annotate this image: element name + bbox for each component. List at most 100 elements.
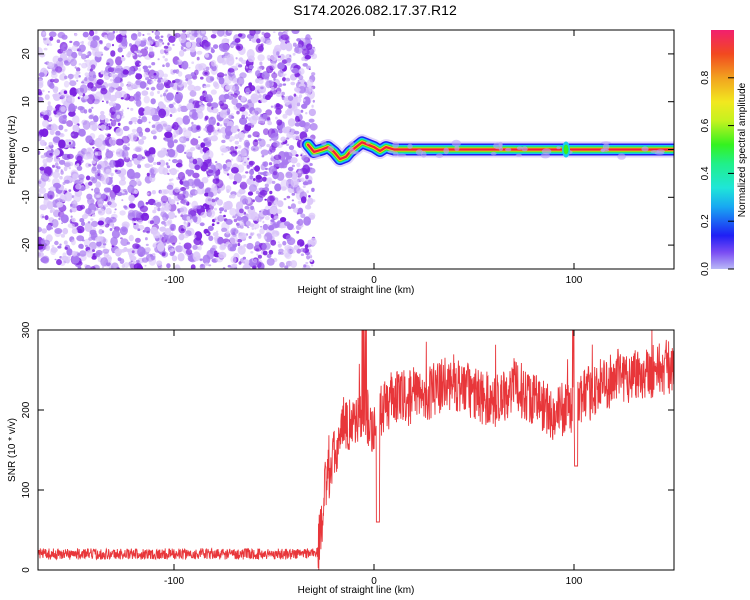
noise-speckle xyxy=(242,161,249,167)
x-tick-label: 100 xyxy=(566,275,583,286)
y-tick-label: -10 xyxy=(21,190,32,205)
noise-speckle xyxy=(38,88,42,96)
noise-speckle xyxy=(290,249,296,254)
noise-speckle xyxy=(62,72,65,75)
noise-speckle xyxy=(91,255,97,260)
noise-speckle xyxy=(177,87,181,91)
noise-speckle xyxy=(112,103,117,107)
noise-speckle xyxy=(239,117,248,125)
noise-speckle xyxy=(107,32,115,41)
noise-speckle xyxy=(166,263,171,269)
y-tick-label: 10 xyxy=(21,96,32,108)
noise-speckle xyxy=(198,136,201,139)
noise-speckle xyxy=(279,261,285,268)
noise-speckle xyxy=(50,227,53,230)
noise-speckle xyxy=(78,243,84,249)
noise-speckle xyxy=(139,205,149,213)
noise-speckle xyxy=(231,153,236,158)
noise-speckle xyxy=(63,240,68,245)
noise-speckle xyxy=(250,205,255,210)
noise-speckle xyxy=(102,248,110,254)
noise-speckle xyxy=(308,68,311,70)
noise-speckle xyxy=(256,233,262,237)
noise-speckle xyxy=(220,103,229,110)
noise-speckle xyxy=(193,217,198,223)
noise-speckle xyxy=(300,109,304,113)
noise-speckle xyxy=(249,231,254,237)
noise-speckle xyxy=(138,115,141,119)
noise-speckle xyxy=(176,92,179,95)
noise-speckle xyxy=(245,171,249,174)
noise-speckle xyxy=(132,153,138,159)
noise-speckle xyxy=(162,55,166,59)
noise-speckle xyxy=(264,215,270,221)
noise-speckle xyxy=(296,248,302,254)
noise-speckle xyxy=(168,169,171,172)
noise-speckle xyxy=(199,105,205,111)
noise-speckle xyxy=(60,170,64,175)
noise-speckle xyxy=(112,251,115,254)
noise-speckle xyxy=(293,179,298,184)
noise-speckle xyxy=(211,107,214,110)
noise-speckle xyxy=(101,230,105,234)
noise-speckle xyxy=(96,241,102,247)
noise-speckle xyxy=(165,62,170,68)
noise-speckle xyxy=(120,237,123,240)
noise-speckle xyxy=(81,81,85,84)
noise-speckle xyxy=(39,139,46,146)
noise-speckle xyxy=(135,237,141,243)
y-tick-label: 0 xyxy=(21,146,32,152)
noise-speckle xyxy=(284,153,290,157)
noise-speckle xyxy=(99,51,103,55)
noise-speckle xyxy=(166,165,170,169)
y-tick-label: -20 xyxy=(21,237,32,252)
noise-speckle xyxy=(273,77,276,81)
noise-speckle xyxy=(92,165,97,172)
noise-speckle xyxy=(76,225,85,234)
noise-speckle xyxy=(239,232,247,240)
noise-speckle xyxy=(132,33,137,37)
noise-speckle xyxy=(302,164,310,175)
noise-speckle xyxy=(289,54,292,58)
noise-speckle xyxy=(256,261,262,268)
track-blob xyxy=(320,140,327,146)
noise-speckle xyxy=(137,164,142,169)
noise-speckle xyxy=(255,70,261,77)
noise-speckle xyxy=(109,118,113,122)
noise-speckle xyxy=(302,63,308,67)
noise-speckle xyxy=(271,180,276,184)
noise-speckle xyxy=(111,193,115,196)
noise-speckle xyxy=(68,167,71,170)
noise-speckle xyxy=(167,42,170,46)
noise-speckle xyxy=(127,107,130,110)
noise-speckle xyxy=(220,43,230,53)
noise-speckle xyxy=(128,203,136,209)
noise-speckle xyxy=(209,54,212,58)
noise-speckle xyxy=(258,94,262,99)
noise-speckle xyxy=(210,34,217,39)
noise-speckle xyxy=(269,195,276,202)
noise-speckle xyxy=(193,237,202,246)
x-tick-label: 100 xyxy=(566,576,583,587)
noise-speckle xyxy=(303,216,311,226)
noise-speckle xyxy=(115,138,124,146)
noise-speckle xyxy=(82,120,91,130)
noise-speckle xyxy=(297,218,304,226)
noise-speckle xyxy=(38,78,44,87)
noise-speckle xyxy=(148,121,151,124)
noise-speckle xyxy=(98,228,104,235)
noise-speckle xyxy=(229,139,233,143)
noise-speckle xyxy=(151,124,156,129)
noise-speckle xyxy=(228,173,234,180)
noise-speckle xyxy=(173,139,178,144)
track-blob xyxy=(541,148,552,155)
noise-speckle xyxy=(270,54,278,62)
noise-speckle xyxy=(227,68,235,73)
noise-speckle xyxy=(101,160,109,168)
noise-speckle xyxy=(128,261,132,266)
noise-speckle xyxy=(208,235,214,242)
noise-speckle xyxy=(90,39,98,49)
noise-speckle xyxy=(265,94,271,101)
noise-speckle xyxy=(280,136,287,142)
